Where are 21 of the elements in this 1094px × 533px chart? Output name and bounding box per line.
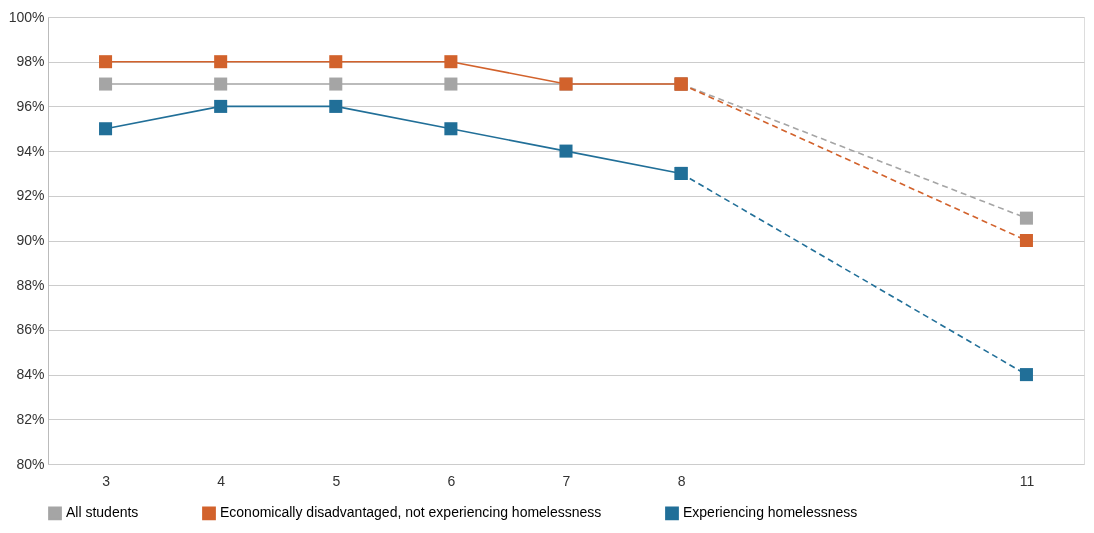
- y-tick-label: 88%: [16, 276, 45, 293]
- x-tick-label: 5: [332, 472, 341, 489]
- legend-label: Economically disadvantaged, not experiencing homelessness: [220, 504, 602, 521]
- y-tick-label: 80%: [16, 455, 45, 472]
- y-tick-label: 100%: [8, 8, 45, 25]
- x-tick-label: 6: [447, 472, 456, 489]
- y-tick-label: 86%: [16, 321, 45, 338]
- legend-label: All students: [66, 504, 139, 521]
- y-tick-label: 94%: [16, 142, 45, 159]
- y-tick-label: 98%: [16, 53, 45, 70]
- y-tick-label: 82%: [16, 410, 45, 427]
- y-tick-label: 96%: [16, 97, 45, 114]
- x-tick-label: 3: [102, 472, 111, 489]
- x-tick-label: 11: [1019, 472, 1035, 489]
- y-tick-label: 90%: [16, 232, 45, 248]
- y-tick-label: 92%: [16, 187, 45, 204]
- x-tick-label: 8: [677, 472, 686, 489]
- x-tick-label: 7: [562, 472, 571, 489]
- x-tick-label: 4: [217, 472, 226, 489]
- y-tick-label: 84%: [16, 366, 45, 383]
- legend-label: Experiencing homelessness: [683, 504, 858, 521]
